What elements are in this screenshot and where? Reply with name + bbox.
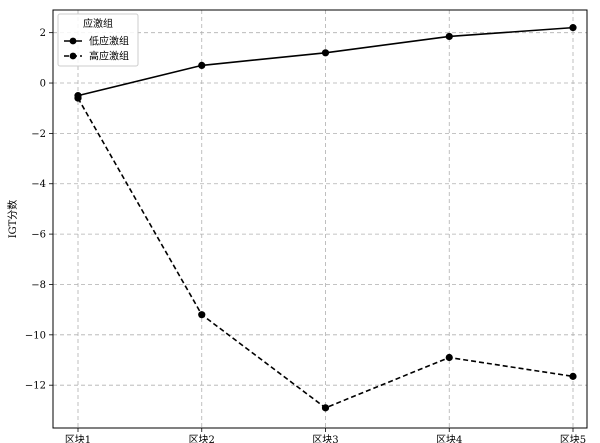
y-tick-label: −6 (31, 230, 46, 241)
x-tick-label: 区块1 (65, 434, 91, 443)
x-tick-label: 区块5 (560, 434, 586, 443)
legend-marker (69, 37, 77, 45)
x-tick-label: 区块3 (312, 434, 338, 443)
x-tick-label: 区块2 (189, 434, 215, 443)
y-tick-label: −4 (31, 179, 46, 190)
y-tick-label: 2 (40, 28, 46, 39)
plot-frame (52, 9, 588, 429)
y-tick-label: −2 (31, 129, 46, 140)
y-tick-label: −8 (31, 280, 46, 291)
y-tick-label: −12 (25, 381, 46, 392)
legend-box (57, 13, 139, 67)
legend-label: 高应激组 (89, 50, 129, 63)
y-tick-label: 0 (40, 79, 46, 90)
legend-marker (69, 52, 77, 60)
data-point (445, 32, 453, 41)
y-tick-label: −10 (25, 330, 46, 341)
data-point (321, 49, 330, 57)
data-point (569, 24, 577, 32)
y-axis-label: IGT分数 (6, 200, 19, 239)
x-axis: 区块1 区块2 区块3 区块4 区块5 (65, 428, 586, 443)
y-axis: 2 0 −2 −4 −6 −8 −10 −12 (25, 28, 53, 392)
data-point (321, 404, 330, 412)
series-group (74, 24, 577, 412)
legend-title: 应激组 (83, 17, 113, 30)
grid (53, 10, 587, 428)
data-point (74, 94, 82, 102)
legend-label: 低应激组 (89, 35, 129, 48)
data-point (445, 353, 453, 362)
data-point (198, 311, 206, 319)
x-tick-label: 区块4 (436, 434, 462, 443)
data-point (198, 61, 206, 69)
data-point (569, 372, 577, 380)
